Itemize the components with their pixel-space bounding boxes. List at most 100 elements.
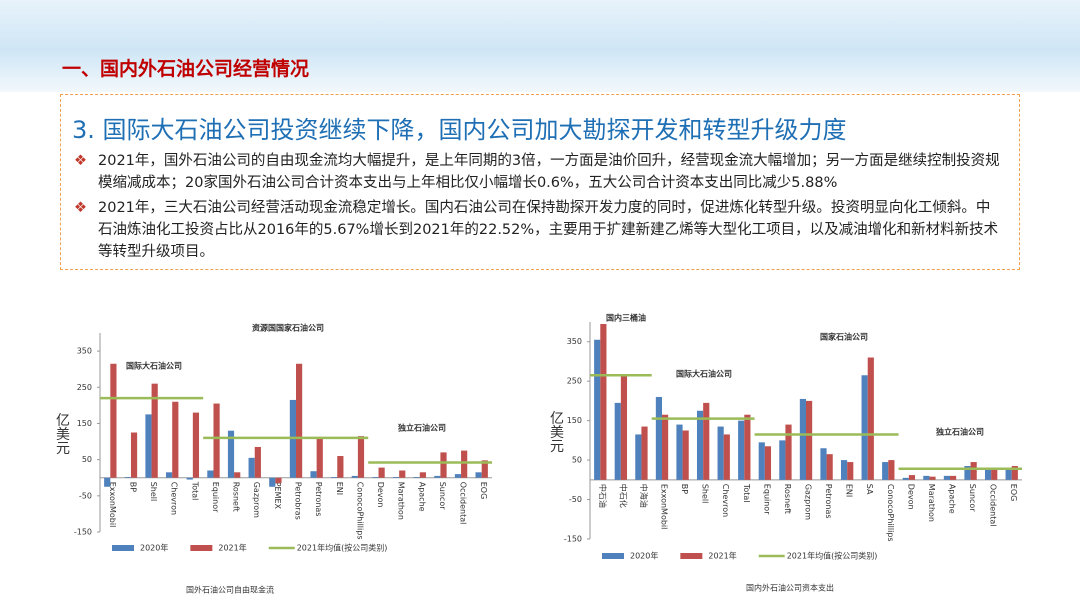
y-tick-label: 250: [77, 383, 92, 392]
bar: [950, 475, 957, 480]
x-tick-label: Equinor: [762, 484, 771, 515]
annotation: 资源国国家石油公司: [252, 323, 324, 333]
bar: [923, 475, 930, 480]
bar: [440, 452, 447, 478]
header-band: [0, 0, 1080, 92]
bar: [110, 363, 117, 478]
y-tick-label: 50: [82, 455, 92, 464]
bar: [723, 434, 730, 480]
x-tick-label: Chevron: [170, 482, 179, 515]
x-tick-label: ENI: [845, 484, 854, 497]
y-tick-label: 250: [567, 377, 582, 386]
bar: [254, 446, 261, 478]
bar: [799, 398, 806, 480]
bar: [662, 414, 669, 480]
legend-label: 2021年: [708, 551, 736, 561]
bar: [682, 430, 689, 480]
chart-title: 国外石油公司自由现金流: [186, 585, 274, 595]
bar: [676, 424, 683, 480]
x-tick-label: Occidental: [459, 482, 468, 525]
bar: [847, 462, 854, 480]
bullet-text: 2021年，三大石油公司经营活动现金流稳定增长。国内石油公司在保持勘探开发力度的…: [98, 200, 999, 260]
x-tick-label: BP: [680, 484, 689, 494]
x-tick-label: Rosneft: [232, 482, 241, 512]
x-tick-label: Apache: [948, 484, 957, 514]
bar: [970, 462, 977, 480]
y-tick-label: -50: [569, 495, 582, 504]
annotation: 独立石油公司: [935, 427, 984, 437]
bar: [145, 414, 152, 478]
legend-label: 2021年: [218, 543, 246, 553]
bar: [826, 454, 833, 480]
bar: [124, 477, 131, 478]
bar: [372, 477, 379, 478]
legend-label: 2021年均值(按公司类别): [297, 543, 388, 553]
x-tick-label: Petrobras: [294, 482, 303, 520]
bar: [331, 477, 338, 478]
bar: [351, 475, 358, 478]
x-tick-label: ExxonMobil: [108, 482, 117, 528]
bar: [717, 426, 724, 480]
x-tick-label: Suncor: [438, 482, 447, 511]
bar: [882, 462, 889, 480]
y-tick-label: 350: [567, 337, 582, 346]
bar: [419, 472, 426, 478]
bar: [316, 437, 323, 478]
x-tick-label: Gazprom: [252, 482, 261, 518]
bar: [1011, 466, 1018, 480]
x-tick-label: Equinor: [211, 482, 220, 513]
bar: [764, 446, 772, 480]
bar: [130, 432, 138, 478]
bar: [641, 426, 648, 480]
header-title: 一、国内外石油公司经营情况: [62, 58, 310, 80]
x-tick-label: ExxonMobil: [660, 484, 669, 530]
bar: [991, 469, 998, 480]
bar: [296, 363, 303, 478]
bar: [703, 402, 710, 480]
bar: [172, 401, 179, 478]
x-tick-label: Occidental: [989, 484, 998, 527]
legend-swatch: [680, 553, 703, 559]
bar: [820, 448, 827, 480]
x-tick-label: Total: [190, 481, 199, 501]
bar: [840, 460, 848, 480]
x-tick-label: Marathon: [927, 484, 936, 522]
bar: [861, 375, 868, 480]
bar: [696, 410, 704, 480]
bar: [454, 474, 462, 478]
annotation: 国家石油公司: [820, 332, 868, 342]
x-tick-label: ConocoPhillips: [355, 482, 364, 540]
y-tick-label: 150: [77, 419, 92, 428]
bar: [481, 460, 488, 478]
bullet: ❖ 2021年，国外石油公司的自由现金流均大幅提升，是上年同期的3倍，一方面是油价…: [74, 150, 1004, 194]
legend-label: 2021年均值(按公司类别): [787, 551, 878, 561]
x-tick-label: PEMEX: [273, 482, 282, 510]
x-tick-label: Gazprom: [804, 484, 813, 520]
bar: [248, 457, 255, 478]
bar: [275, 477, 282, 484]
bar: [758, 442, 765, 480]
bar: [908, 475, 916, 480]
x-tick-label: Rosneft: [783, 484, 792, 514]
bar: [635, 434, 642, 480]
bar: [655, 396, 662, 480]
y-tick-label: 50: [572, 456, 582, 465]
bar: [594, 339, 601, 480]
bar: [234, 472, 241, 478]
x-tick-label: 中海油: [639, 484, 649, 508]
y-tick-label: -150: [74, 528, 92, 537]
bar: [806, 400, 813, 480]
legend-label: 2020年: [140, 543, 168, 553]
bar: [413, 477, 420, 478]
bar: [399, 470, 406, 478]
bar: [461, 450, 468, 478]
bar: [614, 402, 621, 480]
bar: [151, 383, 158, 478]
bar: [357, 436, 365, 478]
y-tick-label: 150: [567, 416, 582, 425]
legend-swatch: [602, 553, 624, 559]
bar: [984, 469, 992, 480]
bar: [104, 477, 111, 487]
bar: [929, 476, 936, 480]
